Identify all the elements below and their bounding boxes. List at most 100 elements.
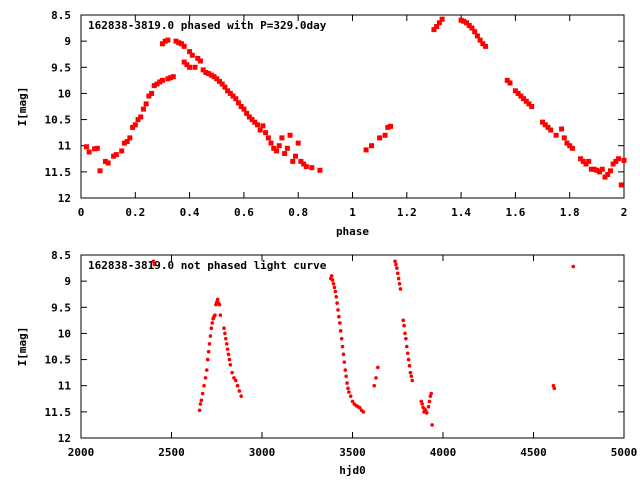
data-point xyxy=(92,146,98,152)
data-point xyxy=(553,132,559,138)
data-point xyxy=(561,135,567,141)
data-point xyxy=(345,381,349,385)
data-point xyxy=(469,25,475,31)
data-point xyxy=(159,41,165,47)
x-tick-label: 0 xyxy=(78,206,85,219)
y-tick-label: 11 xyxy=(58,140,72,153)
data-point xyxy=(472,29,478,35)
data-point xyxy=(292,153,298,159)
data-point xyxy=(402,323,406,328)
data-point xyxy=(157,79,163,85)
data-point xyxy=(613,158,619,164)
data-point xyxy=(403,331,407,336)
data-point xyxy=(198,402,203,406)
data-point xyxy=(162,38,168,44)
y-tick-label: 8.5 xyxy=(51,249,71,262)
data-point xyxy=(518,93,524,99)
data-point xyxy=(235,383,240,388)
x-tick-label: 0.8 xyxy=(288,206,308,219)
x-tick-label: 1.8 xyxy=(560,206,580,219)
data-point xyxy=(216,78,222,84)
y-tick-label: 8.5 xyxy=(51,9,71,22)
data-point xyxy=(151,83,157,89)
data-point xyxy=(521,96,527,102)
data-point xyxy=(398,287,403,291)
data-point xyxy=(461,18,467,24)
data-point xyxy=(477,37,483,43)
y-tick-label: 10 xyxy=(58,327,71,340)
plot-title: 162838-3819.0 not phased light curve xyxy=(88,259,327,272)
data-point xyxy=(213,313,217,317)
data-point xyxy=(571,264,576,269)
y-tick-label: 12 xyxy=(58,432,71,445)
data-point xyxy=(189,52,195,58)
x-tick-label: 0.4 xyxy=(180,206,200,219)
data-point xyxy=(197,58,203,64)
data-point xyxy=(287,132,293,138)
data-point xyxy=(309,165,315,171)
data-point xyxy=(464,20,470,26)
x-tick-label: 3000 xyxy=(249,446,276,459)
data-point xyxy=(203,70,209,76)
data-point xyxy=(149,90,155,96)
data-point xyxy=(466,22,472,28)
data-point xyxy=(260,123,266,129)
data-point xyxy=(127,135,133,141)
data-point xyxy=(548,127,554,133)
data-point xyxy=(254,122,260,128)
data-point xyxy=(227,357,232,362)
data-point xyxy=(140,106,146,112)
data-point xyxy=(200,391,205,396)
data-point xyxy=(569,145,575,151)
data-point xyxy=(298,158,304,164)
data-point xyxy=(382,132,388,138)
data-point xyxy=(385,124,391,130)
data-point xyxy=(540,119,546,125)
data-point xyxy=(504,77,510,83)
y-tick-label: 11.5 xyxy=(45,406,72,419)
x-tick-label: 4000 xyxy=(430,446,457,459)
data-point xyxy=(616,156,622,162)
data-point xyxy=(605,171,611,177)
data-point xyxy=(138,114,144,120)
data-point xyxy=(102,158,108,164)
data-point xyxy=(244,110,250,116)
data-point xyxy=(83,144,89,150)
data-point xyxy=(205,357,210,362)
y-axis-label: I[mag] xyxy=(16,327,29,367)
data-point xyxy=(113,152,119,158)
data-point xyxy=(94,145,100,151)
data-point xyxy=(227,90,233,96)
x-tick-label: 0.2 xyxy=(125,206,145,219)
data-point xyxy=(586,158,592,164)
data-point xyxy=(430,423,434,427)
data-point xyxy=(336,308,340,312)
data-point xyxy=(376,365,380,370)
data-point xyxy=(223,331,227,336)
data-point xyxy=(331,281,336,286)
data-point xyxy=(295,140,301,146)
data-point xyxy=(409,374,414,379)
data-point xyxy=(214,76,220,82)
data-point xyxy=(263,130,269,136)
data-point xyxy=(369,143,375,149)
data-point xyxy=(526,101,532,107)
data-point xyxy=(436,20,442,26)
data-point xyxy=(97,168,103,174)
data-point xyxy=(523,98,529,104)
data-point xyxy=(200,67,206,73)
data-point xyxy=(405,344,409,349)
data-point xyxy=(338,321,342,325)
data-point xyxy=(303,164,309,170)
data-point xyxy=(333,289,338,294)
phased-light-curve-plot: 0 0.2 0.4 0.6 0.8 1 1.2 1.4 1.6 1.8 2 8.5 9 9.5 10 10.5… xyxy=(16,9,627,238)
data-point xyxy=(341,352,346,357)
data-point xyxy=(230,370,234,375)
data-point xyxy=(290,158,296,164)
data-point xyxy=(474,33,480,39)
data-point xyxy=(567,143,573,149)
data-point xyxy=(165,37,171,43)
data-point xyxy=(342,360,347,364)
data-point xyxy=(230,93,236,99)
x-axis-label: hjd0 xyxy=(339,464,366,477)
